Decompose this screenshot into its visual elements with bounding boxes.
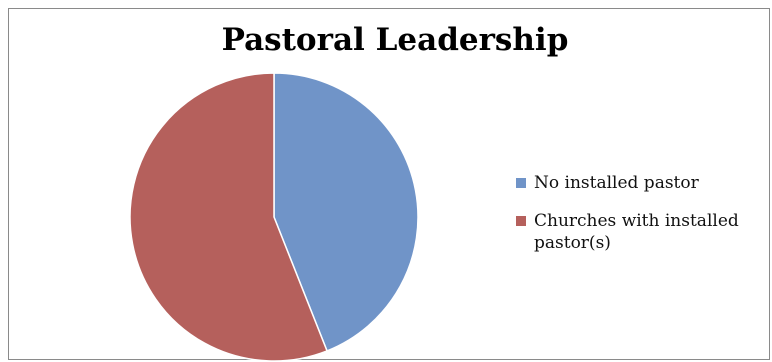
legend-item-no-installed-pastor: No installed pastor <box>516 172 756 194</box>
pie-slice-churches-with-installed-pastor <box>129 72 328 362</box>
legend-label: Churches with installed pastor(s) <box>534 211 739 253</box>
legend-swatch <box>516 216 526 226</box>
legend-item-churches-with-installed-pastor: Churches with installed pastor(s) <box>516 210 756 254</box>
pie-slice-no-installed-pastor <box>273 72 419 352</box>
chart-legend: No installed pastor Churches with instal… <box>516 172 756 270</box>
chart-title: Pastoral Leadership <box>221 22 569 58</box>
legend-swatch <box>516 178 526 188</box>
legend-label: No installed pastor <box>534 173 699 193</box>
